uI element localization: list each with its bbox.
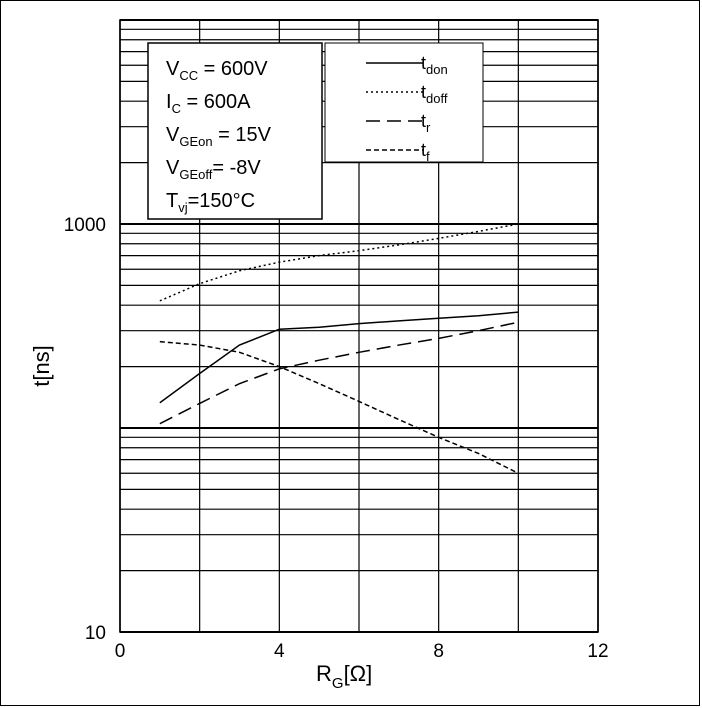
condition-line: IC = 600A — [166, 91, 251, 116]
y-tick-label: 10 — [85, 623, 106, 644]
x-tick-label: 0 — [115, 641, 126, 662]
axes: 0 4 8 12 1000 10 — [64, 19, 609, 662]
series-line-t-doff — [159, 223, 519, 302]
condition-line: VCC = 600V — [166, 58, 268, 83]
series-line-t-f — [159, 340, 519, 474]
legend-label: tdoff — [421, 82, 448, 106]
condition-line: VGEoff= -8V — [166, 157, 261, 182]
y-axis-label: t[ns] — [29, 345, 54, 387]
condition-line: VGEon = 15V — [166, 124, 272, 149]
x-axis-label: RG[Ω] — [316, 661, 372, 692]
legend-label: tf — [421, 140, 430, 164]
plot-border — [119, 19, 599, 633]
legend-label: tdon — [421, 53, 448, 77]
x-tick-label: 8 — [433, 641, 444, 662]
legend: tdon tdoff tr tf — [324, 42, 484, 164]
x-tick-label: 12 — [587, 641, 608, 662]
conditions-box: VCC = 600V IC = 600A VGEon = 15V VGEoff= -8… — [147, 42, 323, 220]
x-tick-label: 4 — [274, 641, 285, 662]
x-axis-label-unit: [Ω] — [344, 661, 373, 686]
series-line-t-don — [159, 311, 519, 404]
x-axis-label-main: R — [316, 661, 332, 686]
series-lines — [159, 223, 519, 474]
y-tick-label: 1000 — [64, 215, 106, 236]
svg-text:RG[Ω]: RG[Ω] — [316, 661, 372, 692]
series-line-t-r — [159, 321, 519, 425]
condition-line: Tvj=150°C — [166, 190, 255, 215]
x-axis-label-sub: G — [332, 675, 344, 692]
legend-label: tr — [421, 111, 431, 135]
